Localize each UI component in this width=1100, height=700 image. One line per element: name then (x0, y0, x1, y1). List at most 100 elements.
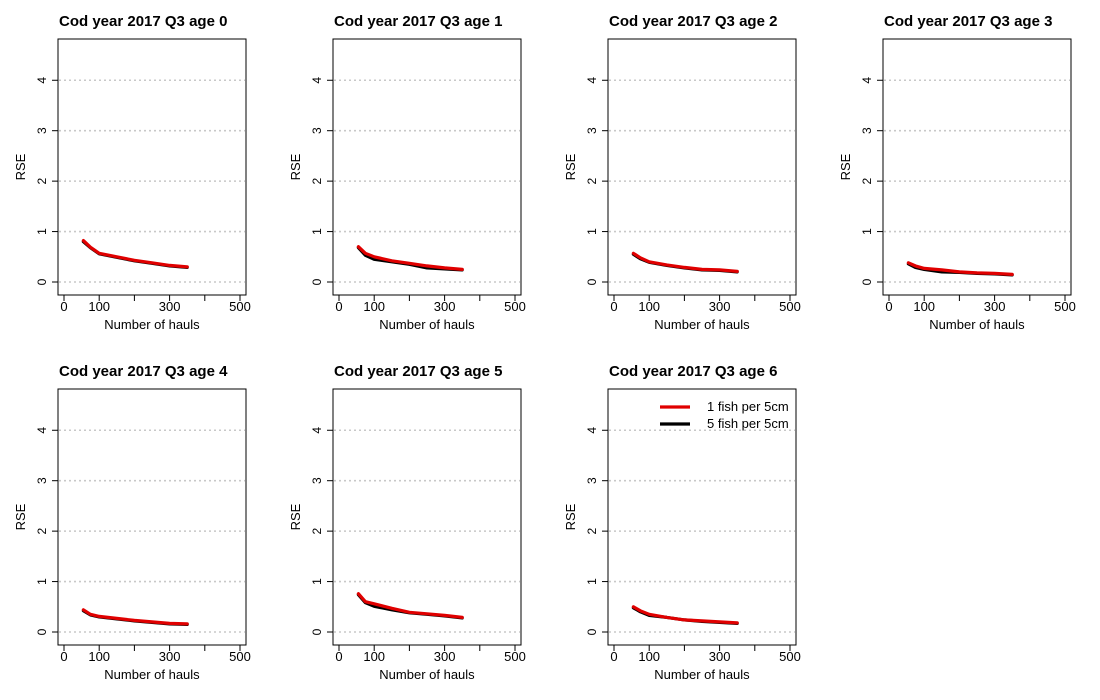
panel-title: Cod year 2017 Q3 age 2 (609, 13, 777, 30)
series-line (631, 605, 739, 625)
y-tick-label: 3 (310, 127, 324, 134)
y-tick-label: 1 (35, 228, 49, 235)
y-tick-label: 2 (585, 527, 599, 534)
y-axis-label: RSE (838, 153, 853, 180)
x-tick-label: 300 (434, 649, 456, 664)
panel-3: Cod year 2017 Q3 age 3 0 1 2 3 4 RSE 0 100 300 500… (838, 13, 1076, 332)
x-tick-label: 100 (88, 649, 110, 664)
x-tick-label: 0 (610, 649, 617, 664)
panel-4: Cod year 2017 Q3 age 4 0 1 2 3 4 RSE 0 100 300 500… (13, 363, 251, 682)
y-axis-label: RSE (13, 153, 28, 180)
y-tick-label: 3 (35, 477, 49, 484)
y-tick-label: 3 (585, 477, 599, 484)
y-tick-label: 2 (35, 527, 49, 534)
legend-label: 1 fish per 5cm (707, 399, 789, 414)
x-axis-label: Number of hauls (654, 317, 750, 332)
series-line (81, 608, 189, 626)
y-tick-label: 4 (310, 77, 324, 84)
y-tick-label: 1 (310, 228, 324, 235)
y-tick-label: 4 (35, 427, 49, 434)
y-tick-label: 4 (585, 427, 599, 434)
x-tick-label: 500 (229, 649, 251, 664)
y-tick-label: 0 (860, 278, 874, 285)
y-tick-label: 2 (310, 527, 324, 534)
series-line (356, 592, 464, 620)
y-tick-label: 1 (310, 578, 324, 585)
panel-0: Cod year 2017 Q3 age 0 0 1 2 3 4 RSE 0 100 300 500… (13, 13, 251, 332)
x-tick-label: 100 (638, 299, 660, 314)
panel-title: Cod year 2017 Q3 age 3 (884, 13, 1052, 30)
x-tick-label: 100 (363, 299, 385, 314)
x-tick-label: 300 (709, 299, 731, 314)
x-tick-label: 0 (610, 299, 617, 314)
x-tick-label: 300 (159, 649, 181, 664)
y-tick-label: 3 (35, 127, 49, 134)
x-tick-label: 500 (1054, 299, 1076, 314)
y-axis-label: RSE (13, 503, 28, 530)
panel-1: Cod year 2017 Q3 age 1 0 1 2 3 4 RSE 0 100 300 500… (288, 13, 526, 332)
y-tick-label: 3 (310, 477, 324, 484)
y-tick-label: 3 (860, 127, 874, 134)
panel-title: Cod year 2017 Q3 age 1 (334, 13, 502, 30)
y-tick-label: 1 (860, 228, 874, 235)
x-axis-label: Number of hauls (379, 667, 475, 682)
panel-title: Cod year 2017 Q3 age 4 (59, 363, 228, 380)
y-tick-label: 1 (585, 578, 599, 585)
plot-frame (332, 38, 522, 296)
x-tick-label: 0 (335, 649, 342, 664)
y-tick-label: 4 (35, 77, 49, 84)
plot-frame (332, 388, 522, 646)
x-tick-label: 0 (60, 299, 67, 314)
y-tick-label: 4 (585, 77, 599, 84)
y-tick-label: 1 (35, 578, 49, 585)
x-tick-label: 500 (504, 649, 526, 664)
x-tick-label: 0 (885, 299, 892, 314)
y-axis-label: RSE (288, 153, 303, 180)
y-axis-label: RSE (563, 503, 578, 530)
x-tick-label: 100 (363, 649, 385, 664)
legend-label: 5 fish per 5cm (707, 416, 789, 431)
x-axis-label: Number of hauls (104, 317, 200, 332)
x-tick-label: 500 (779, 299, 801, 314)
y-axis-label: RSE (288, 503, 303, 530)
x-axis-label: Number of hauls (654, 667, 750, 682)
plot-frame (57, 38, 247, 296)
y-tick-label: 3 (585, 127, 599, 134)
y-tick-label: 4 (860, 77, 874, 84)
x-tick-label: 100 (638, 649, 660, 664)
legend: 1 fish per 5cm 5 fish per 5cm (660, 399, 789, 431)
y-tick-label: 2 (860, 177, 874, 184)
x-tick-label: 300 (159, 299, 181, 314)
panel-2: Cod year 2017 Q3 age 2 0 1 2 3 4 RSE 0 100 300 500… (563, 13, 801, 332)
y-axis-label: RSE (563, 153, 578, 180)
x-axis-label: Number of hauls (379, 317, 475, 332)
plot-frame (57, 388, 247, 646)
y-tick-label: 2 (310, 177, 324, 184)
panel-5: Cod year 2017 Q3 age 5 0 1 2 3 4 RSE 0 100 300 500… (288, 363, 526, 682)
y-tick-label: 2 (585, 177, 599, 184)
series-line (81, 239, 189, 269)
y-tick-label: 0 (35, 278, 49, 285)
x-tick-label: 500 (504, 299, 526, 314)
x-tick-label: 0 (335, 299, 342, 314)
y-tick-label: 0 (585, 628, 599, 635)
y-tick-label: 0 (310, 628, 324, 635)
x-tick-label: 100 (88, 299, 110, 314)
series-line (631, 251, 739, 273)
y-tick-label: 0 (585, 278, 599, 285)
series-line (356, 245, 464, 271)
x-axis-label: Number of hauls (104, 667, 200, 682)
x-tick-label: 300 (984, 299, 1006, 314)
x-tick-label: 500 (229, 299, 251, 314)
plot-frame (607, 38, 797, 296)
y-tick-label: 0 (310, 278, 324, 285)
x-tick-label: 100 (913, 299, 935, 314)
plot-frame (882, 38, 1072, 296)
panel-title: Cod year 2017 Q3 age 6 (609, 363, 777, 380)
x-tick-label: 0 (60, 649, 67, 664)
x-tick-label: 300 (709, 649, 731, 664)
y-tick-label: 1 (585, 228, 599, 235)
y-tick-label: 2 (35, 177, 49, 184)
y-tick-label: 4 (310, 427, 324, 434)
